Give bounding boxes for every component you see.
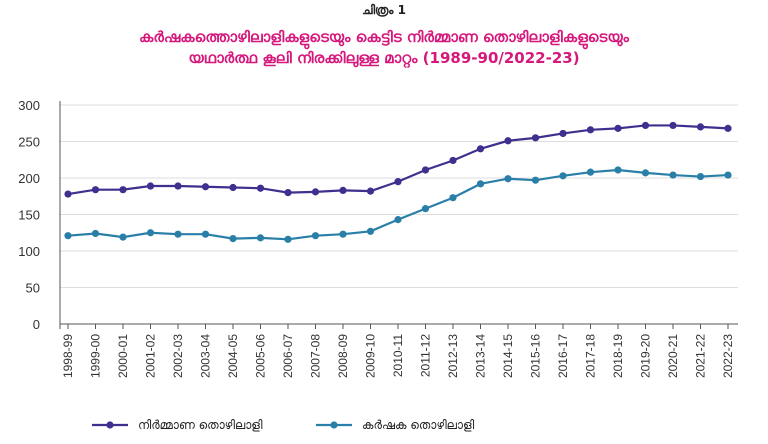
data-point bbox=[696, 172, 705, 181]
data-point bbox=[531, 134, 540, 142]
data-point bbox=[476, 145, 485, 153]
y-tick-label: 300 bbox=[18, 98, 40, 113]
chart-title-line-2: യഥാർത്ഥ കൂലി നിരക്കിലുള്ള മാറ്റം (1989-9… bbox=[188, 49, 580, 67]
data-point bbox=[586, 168, 595, 176]
x-tick-label: 2010-11 bbox=[391, 334, 405, 377]
x-tick-label: 2018-19 bbox=[611, 334, 625, 378]
data-point bbox=[366, 227, 375, 235]
data-point bbox=[696, 123, 705, 131]
x-tick-label: 2020-21 bbox=[666, 334, 680, 378]
data-point bbox=[201, 183, 210, 191]
y-tick-label: 100 bbox=[18, 244, 40, 259]
x-tick-label: 2004-05 bbox=[226, 334, 240, 378]
chart-title: കർഷകത്തൊഴിലാളികളുടെയും കെട്ടിട നിർമ്മാണ … bbox=[0, 27, 768, 69]
data-point bbox=[339, 186, 347, 195]
x-tick-label: 2007-08 bbox=[309, 334, 323, 378]
data-point bbox=[586, 126, 595, 134]
legend-label: കർഷക തൊഴിലാളി bbox=[362, 418, 475, 432]
data-point bbox=[614, 166, 622, 174]
series-layer bbox=[64, 121, 732, 243]
data-point bbox=[531, 176, 540, 184]
legend: നിർമ്മാണ തൊഴിലാളി കർഷക തൊഴിലാളി bbox=[92, 418, 475, 432]
x-tick-label: 2000-01 bbox=[116, 334, 130, 378]
x-tick-label: 2002-03 bbox=[171, 334, 185, 378]
y-tick-label: 0 bbox=[33, 317, 40, 332]
x-tick-label: 2006-07 bbox=[281, 334, 295, 378]
data-point bbox=[256, 184, 265, 192]
data-point bbox=[559, 129, 567, 138]
legend-marker-swatch bbox=[330, 421, 338, 429]
x-tick-label: 1999-00 bbox=[89, 334, 103, 378]
x-tick-label: 2008-09 bbox=[336, 334, 350, 378]
x-tick-label: 2017-18 bbox=[584, 334, 598, 378]
data-point bbox=[174, 230, 182, 238]
legend-item: നിർമ്മാണ തൊഴിലാളി bbox=[92, 418, 263, 432]
x-tick-label: 1998-99 bbox=[61, 334, 75, 378]
data-point bbox=[146, 182, 155, 190]
data-point bbox=[311, 188, 320, 196]
data-point bbox=[504, 137, 512, 145]
x-tick-label: 2013-14 bbox=[474, 334, 488, 378]
data-point bbox=[284, 189, 292, 197]
data-point bbox=[64, 232, 72, 240]
gridlines bbox=[60, 104, 738, 288]
data-point bbox=[366, 187, 375, 195]
data-point bbox=[669, 171, 677, 179]
data-point bbox=[201, 230, 210, 238]
data-point bbox=[724, 171, 732, 179]
data-point bbox=[64, 190, 72, 198]
x-tick-label: 2003-04 bbox=[199, 334, 213, 378]
data-point bbox=[449, 156, 457, 165]
x-tick-label: 2015-16 bbox=[529, 334, 543, 378]
data-point bbox=[91, 186, 100, 194]
data-point bbox=[91, 229, 100, 238]
legend-item: കർഷക തൊഴിലാളി bbox=[316, 418, 475, 432]
legend-label: നിർമ്മാണ തൊഴിലാളി bbox=[138, 418, 263, 432]
data-point bbox=[394, 178, 402, 186]
x-tick-label: 2012-13 bbox=[446, 334, 460, 378]
data-point bbox=[559, 172, 567, 180]
y-tick-label: 150 bbox=[18, 208, 40, 223]
x-tick-label: 2022-23 bbox=[721, 334, 735, 378]
x-tick-label: 2016-17 bbox=[556, 334, 570, 378]
data-point bbox=[311, 232, 320, 240]
data-point bbox=[641, 121, 650, 130]
figure-label: ചിത്രം 1 bbox=[362, 3, 406, 17]
y-tick-label: 50 bbox=[26, 281, 40, 296]
data-point bbox=[669, 121, 677, 130]
x-tick-label: 2011-12 bbox=[419, 334, 433, 377]
x-tick-label: 2005-06 bbox=[254, 334, 268, 378]
data-point bbox=[146, 229, 155, 237]
axes: 0 50 100 150 200 250 300 1998-99 1999-00 2000-01 2… bbox=[18, 98, 738, 378]
y-tick-label: 200 bbox=[18, 171, 40, 186]
data-point bbox=[449, 194, 457, 202]
x-tick-label: 2001-02 bbox=[144, 334, 158, 378]
x-tick-label: 2019-20 bbox=[639, 334, 653, 378]
data-point bbox=[119, 233, 127, 241]
data-point bbox=[229, 183, 237, 192]
data-point bbox=[339, 230, 347, 238]
data-point bbox=[119, 186, 127, 194]
data-point bbox=[614, 124, 622, 132]
legend-marker-swatch bbox=[106, 421, 114, 429]
y-tick-label: 250 bbox=[18, 135, 40, 150]
x-tick-label: 2014-15 bbox=[501, 334, 515, 378]
chart-title-line-1: കർഷകത്തൊഴിലാളികളുടെയും കെട്ടിട നിർമ്മാണ … bbox=[139, 28, 629, 46]
data-point bbox=[421, 166, 430, 174]
x-tick-label: 2009-10 bbox=[364, 334, 378, 378]
data-point bbox=[256, 234, 265, 242]
data-point bbox=[476, 180, 485, 188]
x-tick-label: 2021-22 bbox=[694, 334, 708, 378]
data-point bbox=[229, 234, 237, 243]
data-point bbox=[724, 124, 732, 132]
data-point bbox=[641, 169, 650, 177]
data-point bbox=[421, 205, 430, 213]
data-point bbox=[284, 235, 292, 243]
data-point bbox=[174, 182, 182, 190]
data-point bbox=[394, 216, 402, 224]
data-point bbox=[504, 175, 512, 183]
